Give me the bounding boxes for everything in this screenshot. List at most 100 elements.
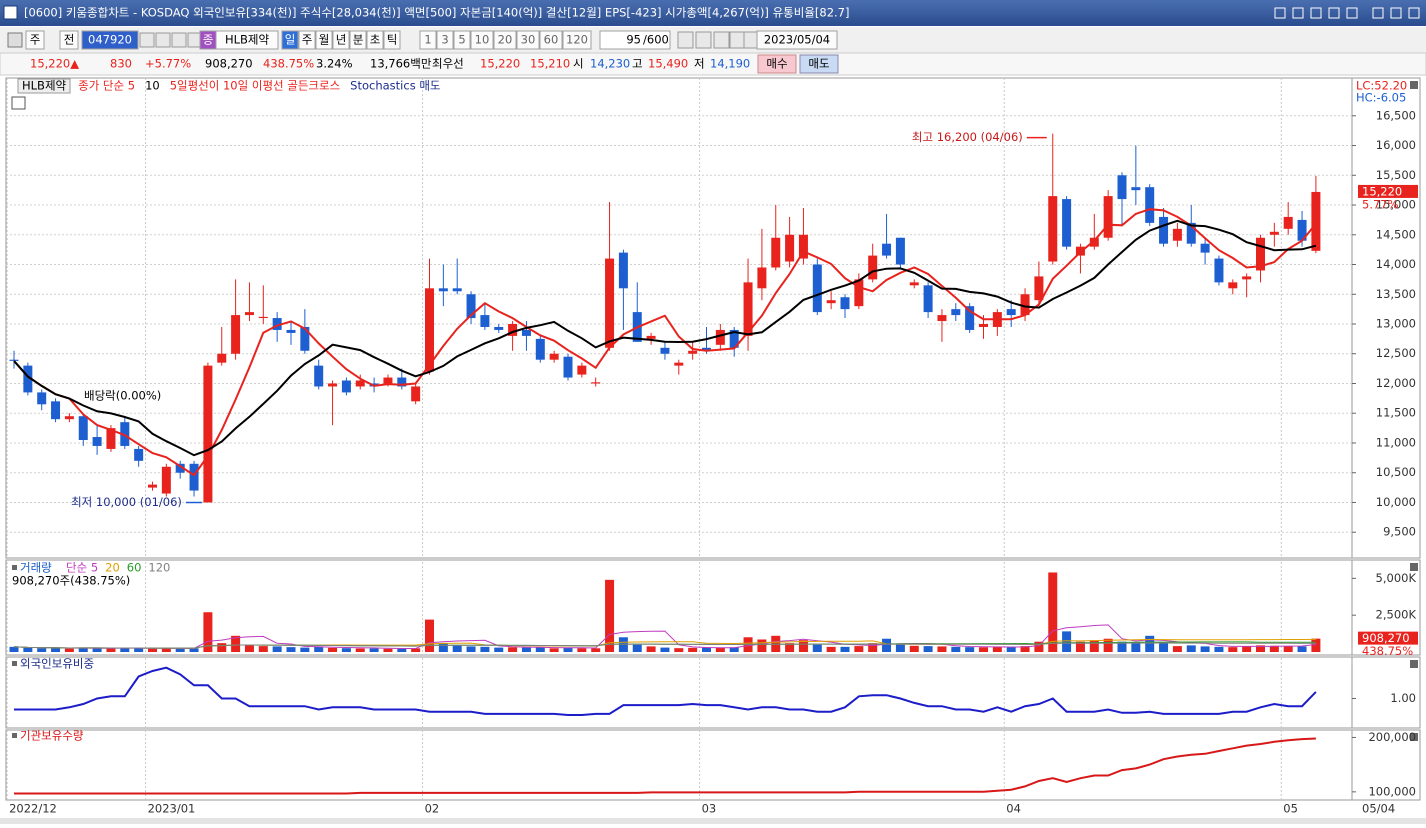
candle-body	[397, 377, 407, 387]
y-tick-label: 11,500	[1376, 406, 1416, 420]
candle-body	[1089, 237, 1099, 247]
toolbar-button[interactable]	[516, 30, 540, 50]
toolbar-icon[interactable]	[677, 31, 694, 49]
window-button[interactable]	[1274, 7, 1286, 19]
toolbar-button[interactable]	[383, 30, 401, 50]
y-tick-label: 1.00	[1390, 691, 1416, 705]
window-button[interactable]	[1346, 7, 1358, 19]
toolbar-button[interactable]	[366, 30, 384, 50]
toolbar-icon[interactable]	[695, 31, 712, 49]
quote-open: 14,230	[590, 57, 630, 71]
toolbar-button[interactable]	[281, 30, 299, 50]
sell-button[interactable]	[799, 54, 839, 74]
toolbar-button[interactable]	[493, 30, 517, 50]
toolbar-icon[interactable]	[729, 31, 746, 49]
window-button[interactable]	[1372, 7, 1384, 19]
moving-average	[13, 208, 1317, 477]
candle-body	[411, 386, 421, 402]
toolbar-icon[interactable]	[713, 31, 730, 49]
panel-subtitle: 908,270주(438.75%)	[12, 574, 130, 588]
window-button[interactable]	[1328, 7, 1340, 19]
volume-bar	[715, 647, 725, 652]
candle-body	[383, 377, 393, 384]
toolbar-button[interactable]	[315, 30, 333, 50]
volume-bar	[1186, 645, 1196, 652]
toolbar-button[interactable]	[332, 30, 350, 50]
candle-body	[37, 392, 47, 405]
toolbar-label: 주	[30, 33, 41, 47]
toolbar-button[interactable]	[59, 30, 79, 50]
window-button[interactable]	[1310, 7, 1322, 19]
toolbar-label: 년	[336, 33, 347, 47]
toolbar-icon[interactable]	[7, 32, 23, 48]
panel-button[interactable]	[1410, 563, 1418, 571]
window-button[interactable]	[1292, 7, 1304, 19]
candle-body	[812, 264, 822, 313]
candle-body	[618, 252, 628, 289]
x-tick-label: 05	[1283, 802, 1298, 816]
volume-bar	[1117, 641, 1127, 652]
volume-bar	[1034, 641, 1044, 652]
toolbar-button[interactable]	[81, 30, 139, 50]
volume-bar	[134, 648, 144, 652]
panel-button[interactable]	[1410, 81, 1418, 89]
toolbar-button[interactable]	[215, 30, 279, 50]
toolbar-button[interactable]	[562, 30, 592, 50]
toolbar-icon[interactable]	[171, 32, 187, 48]
toolbar-label: 120	[566, 33, 588, 47]
legend-entry: 20	[105, 561, 120, 575]
toolbar-button[interactable]	[539, 30, 563, 50]
panel-button[interactable]	[1410, 660, 1418, 668]
volume-bar	[37, 648, 47, 652]
price-tag-label: 15,220	[1362, 184, 1402, 198]
panel-button[interactable]	[1410, 733, 1418, 741]
candle-body	[231, 315, 241, 354]
volume-average	[13, 624, 1316, 650]
volume-bar	[189, 648, 199, 652]
grid-icon[interactable]	[11, 96, 26, 110]
window-button[interactable]	[1390, 7, 1402, 19]
legend-box[interactable]	[17, 78, 71, 94]
candle-body	[134, 448, 144, 461]
toolbar-button[interactable]	[298, 30, 316, 50]
volume-bar	[120, 647, 130, 652]
quote-volume-rate: 438.75%	[263, 57, 314, 71]
buy-label: 매수	[766, 57, 787, 71]
sell-label: 매도	[808, 57, 829, 71]
candle-body	[1145, 187, 1155, 223]
toolbar-icon[interactable]	[155, 32, 171, 48]
toolbar-button[interactable]	[25, 30, 45, 50]
toolbar-button[interactable]	[349, 30, 367, 50]
quote-open-label: 시	[573, 57, 584, 71]
price-tag-sub: 5.77%	[1362, 197, 1399, 211]
volume-bar	[355, 648, 365, 652]
toolbar-button[interactable]	[756, 30, 838, 50]
volume-bar	[425, 619, 434, 652]
toolbar-label: 3	[441, 33, 448, 47]
volume-bar	[244, 644, 254, 652]
candle-body	[286, 329, 296, 333]
legend-entry: 종가 단순 5	[78, 79, 135, 93]
candle-body	[646, 335, 656, 339]
toolbar-button[interactable]	[470, 30, 494, 50]
volume-bar	[868, 643, 878, 652]
toolbar-button[interactable]	[419, 30, 437, 50]
window-icon[interactable]	[3, 5, 18, 20]
panel	[5, 77, 1353, 559]
quote-low: 14,190	[710, 57, 750, 71]
window-button[interactable]	[1408, 7, 1420, 19]
y-tick-label: 16,000	[1376, 138, 1416, 152]
x-tick-label: 2023/01	[148, 802, 196, 816]
buy-button[interactable]	[757, 54, 797, 74]
candle-body	[840, 297, 850, 310]
candle-body	[660, 347, 670, 354]
volume-bar	[106, 648, 116, 652]
y-tick-label: 100,000	[1368, 784, 1416, 798]
toolbar-icon[interactable]	[139, 32, 155, 48]
toolbar-label: 5	[458, 33, 465, 47]
candle-body	[1172, 228, 1182, 241]
toolbar-button[interactable]	[453, 30, 471, 50]
toolbar-button[interactable]	[436, 30, 454, 50]
count-box[interactable]	[599, 30, 671, 50]
